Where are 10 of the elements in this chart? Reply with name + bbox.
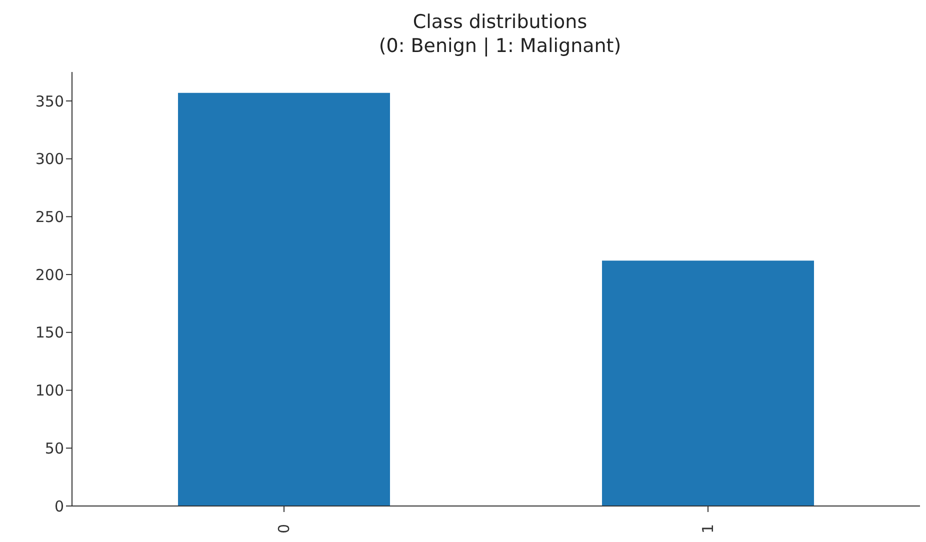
- y-tick-label: 100: [35, 382, 64, 400]
- y-tick-label: 350: [35, 92, 64, 110]
- y-tick-label: 50: [44, 439, 64, 458]
- chart-title: Class distributions (0: Benign | 1: Malignant): [378, 10, 622, 58]
- y-tick-label: 200: [35, 266, 64, 284]
- y-tick-label: 0: [54, 497, 64, 516]
- y-tick-label: 150: [35, 324, 64, 342]
- y-tick-label: 300: [35, 150, 64, 168]
- y-tick-label: 250: [35, 208, 64, 226]
- x-tick-label: 1: [699, 524, 717, 534]
